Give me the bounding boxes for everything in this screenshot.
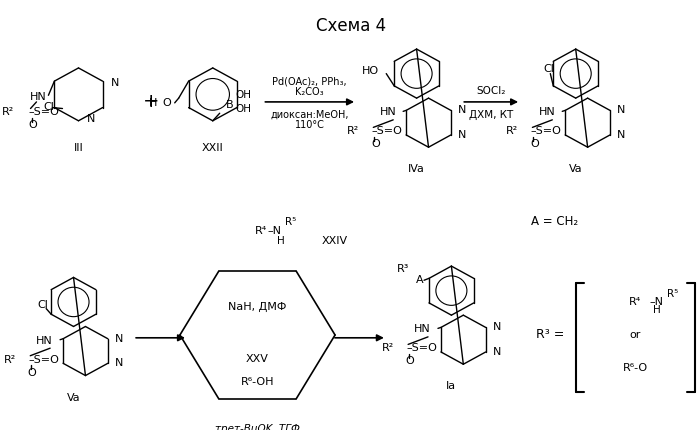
Text: R³: R³: [397, 264, 409, 274]
Text: O: O: [371, 139, 380, 149]
Text: HO: HO: [362, 66, 380, 76]
Text: –S=O: –S=O: [406, 343, 437, 353]
Text: N: N: [115, 358, 123, 368]
Text: Pd(OAc)₂, PPh₃,: Pd(OAc)₂, PPh₃,: [273, 76, 347, 86]
Text: K₂CO₃: K₂CO₃: [296, 86, 324, 96]
Text: диоксан:MeOH,: диоксан:MeOH,: [271, 109, 349, 119]
Text: HN: HN: [36, 336, 53, 346]
Text: ДХМ, КТ: ДХМ, КТ: [469, 110, 513, 120]
Text: HN: HN: [380, 108, 396, 117]
Text: R²: R²: [347, 126, 359, 136]
Text: SOCl₂: SOCl₂: [477, 86, 506, 95]
Text: R²: R²: [382, 343, 394, 353]
Text: N: N: [458, 130, 466, 140]
Text: Cl: Cl: [38, 300, 49, 310]
Text: Va: Va: [569, 164, 582, 174]
Text: N: N: [617, 130, 626, 140]
Text: R⁴: R⁴: [255, 226, 268, 236]
Text: N: N: [458, 105, 466, 115]
Text: IVa: IVa: [408, 164, 425, 174]
Text: O: O: [28, 368, 36, 378]
Text: N: N: [115, 334, 123, 344]
Text: O: O: [162, 98, 171, 108]
Text: R⁶-O: R⁶-O: [623, 363, 648, 373]
Text: Схема 4: Схема 4: [316, 17, 386, 35]
Text: трет-BuOK, ТГФ: трет-BuOK, ТГФ: [215, 424, 300, 430]
Text: or: or: [630, 330, 641, 340]
Text: N: N: [617, 105, 626, 115]
Text: +: +: [143, 92, 159, 111]
Text: R²: R²: [2, 108, 15, 117]
Text: R³ =: R³ =: [536, 329, 564, 341]
Text: O: O: [530, 139, 539, 149]
Text: Ia: Ia: [447, 381, 456, 391]
Text: R²: R²: [506, 126, 519, 136]
Text: N: N: [493, 322, 501, 332]
Text: Cl: Cl: [43, 101, 55, 112]
Text: –S=O: –S=O: [371, 126, 402, 136]
Text: HN: HN: [29, 92, 46, 102]
Text: A = CH₂: A = CH₂: [531, 215, 578, 228]
Text: R⁵: R⁵: [667, 289, 679, 299]
Text: H: H: [654, 304, 661, 314]
Text: H: H: [148, 98, 157, 108]
Text: –S=O: –S=O: [531, 126, 561, 136]
Text: XXII: XXII: [202, 144, 224, 154]
Text: –N: –N: [268, 226, 282, 236]
Text: NaH, ДМФ: NaH, ДМФ: [229, 302, 287, 312]
Text: HN: HN: [415, 324, 431, 334]
Text: Cl: Cl: [543, 64, 554, 74]
Text: OH: OH: [236, 90, 252, 100]
Text: R⁴: R⁴: [629, 297, 642, 307]
Text: R⁵: R⁵: [285, 217, 296, 227]
Text: –N: –N: [649, 297, 663, 307]
Text: HN: HN: [538, 108, 555, 117]
Text: OH: OH: [236, 104, 252, 114]
Text: N: N: [87, 114, 95, 124]
Text: –S=O: –S=O: [29, 108, 59, 117]
Text: Va: Va: [66, 393, 80, 402]
Text: B: B: [226, 100, 233, 110]
Text: –S=O: –S=O: [28, 354, 59, 365]
Text: O: O: [405, 356, 415, 366]
Text: III: III: [73, 144, 83, 154]
Text: H: H: [278, 236, 285, 246]
Text: XXV: XXV: [246, 353, 269, 364]
Text: 110°C: 110°C: [295, 120, 324, 129]
Text: R²: R²: [4, 354, 16, 365]
Text: N: N: [493, 347, 501, 357]
Text: O: O: [28, 120, 37, 130]
Text: N: N: [110, 78, 119, 88]
Text: XXIV: XXIV: [322, 236, 348, 246]
Text: A: A: [415, 275, 423, 285]
Text: R⁶-OH: R⁶-OH: [240, 377, 274, 387]
